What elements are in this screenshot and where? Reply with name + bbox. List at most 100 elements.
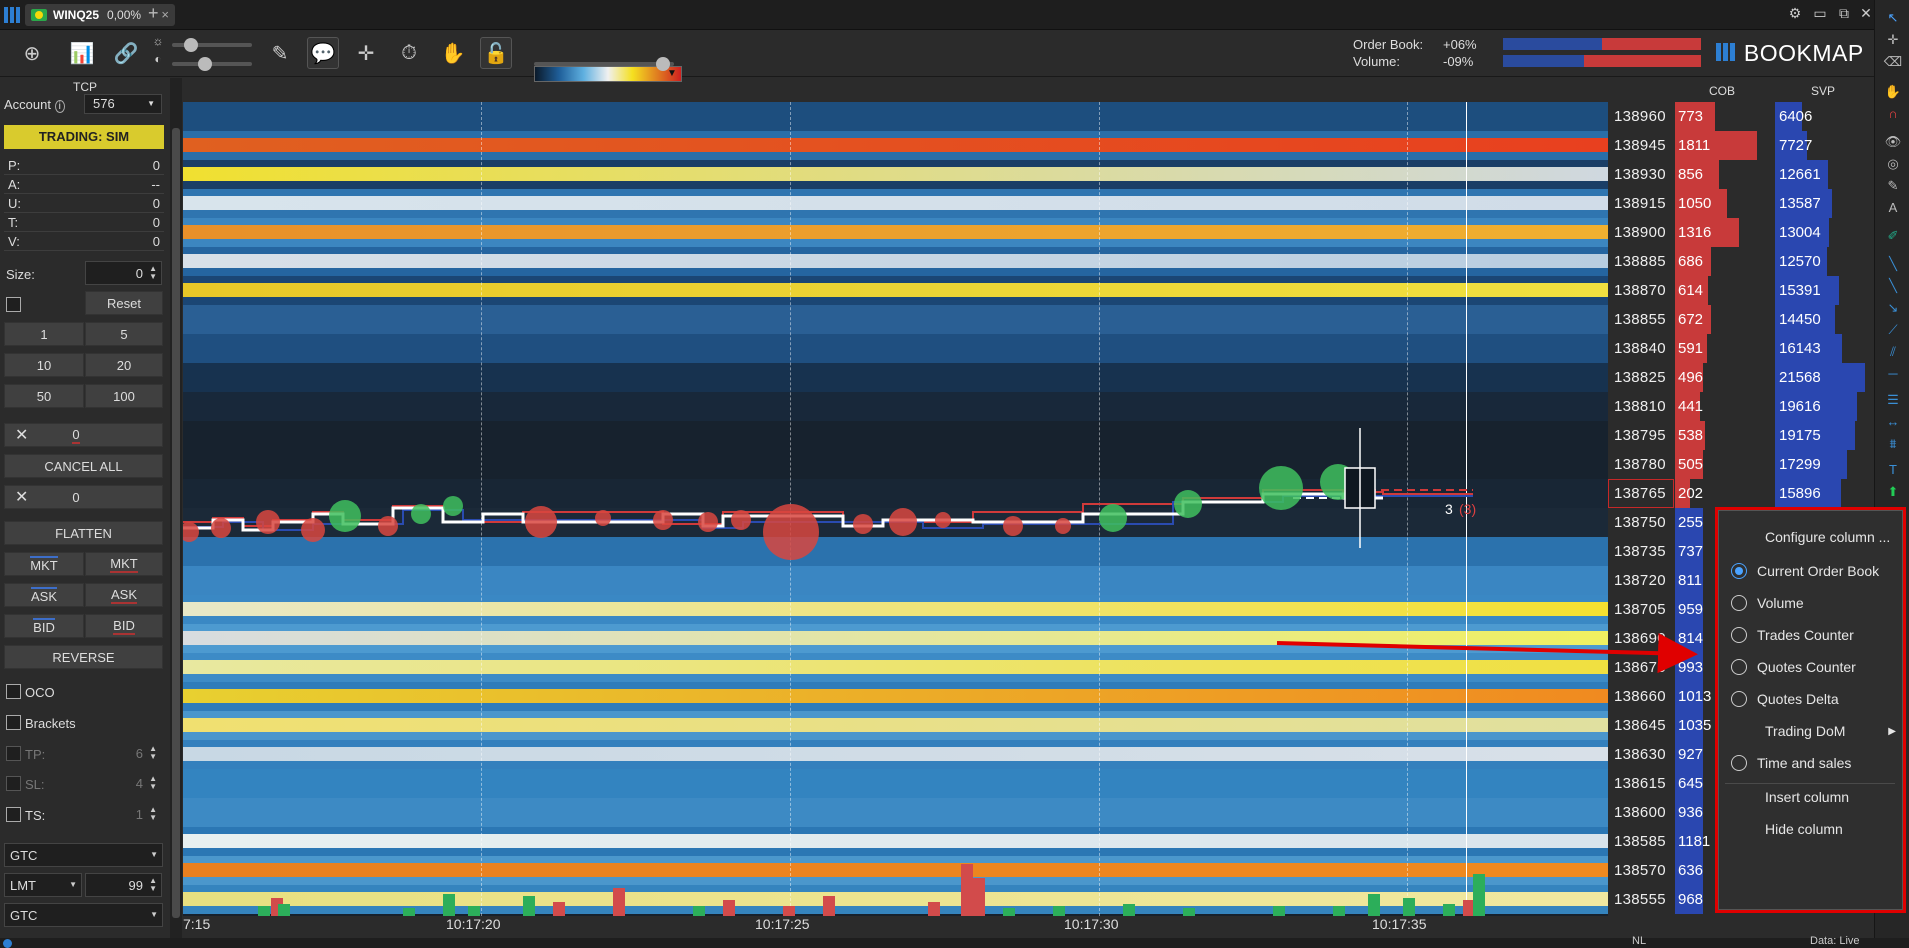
cancel-all-button[interactable]: CANCEL ALL [4, 454, 163, 478]
ladder-row[interactable]: 138825 496 21568 [1608, 363, 1873, 392]
svp-cell[interactable]: 15391 [1775, 276, 1870, 305]
cob-cell[interactable]: 1316 [1675, 218, 1757, 247]
ladder-row[interactable]: 138930 856 12661 [1608, 160, 1873, 189]
sell-ask-button[interactable]: ASK [85, 583, 163, 607]
sell-bid-button[interactable]: BID [85, 614, 163, 638]
cob-cell[interactable]: 538 [1675, 421, 1757, 450]
menu-item-current-order-book[interactable]: Current Order Book [1719, 555, 1902, 587]
hline-tool-icon[interactable]: ─ [1888, 366, 1898, 381]
ladder-row[interactable]: 138555 968 [1608, 885, 1873, 914]
ts-checkbox[interactable] [6, 807, 21, 822]
cob-cell[interactable]: 959 [1675, 595, 1757, 624]
radio-icon[interactable] [1731, 627, 1747, 643]
cob-cell[interactable]: 1013 [1675, 682, 1757, 711]
menu-item-insert-column[interactable]: Insert column [1719, 781, 1902, 813]
svp-cell[interactable]: 12661 [1775, 160, 1870, 189]
svp-cell[interactable]: 6406 [1775, 102, 1870, 131]
sl-input[interactable]: 4 ▲ ▼ [85, 771, 162, 795]
oco-checkbox[interactable] [6, 684, 21, 699]
cob-cell[interactable]: 737 [1675, 537, 1757, 566]
qty-20-button[interactable]: 20 [85, 353, 163, 377]
svp-cell[interactable]: 12570 [1775, 247, 1870, 276]
order-type-select[interactable]: LMT ▼ [4, 873, 82, 897]
info-icon[interactable] [3, 939, 12, 948]
add-widget-icon[interactable]: ⊕ [23, 42, 41, 65]
menu-item-time-and-sales[interactable]: Time and sales [1719, 747, 1902, 779]
svp-cell[interactable]: 13587 [1775, 189, 1870, 218]
cob-cell[interactable]: 202 [1675, 479, 1757, 508]
ts-input[interactable]: 1 ▲ ▼ [85, 802, 162, 826]
ladder-row[interactable]: 138795 538 19175 [1608, 421, 1873, 450]
cob-cell[interactable]: 636 [1675, 856, 1757, 885]
close-window-button[interactable]: ✕ [1860, 5, 1872, 21]
svp-cell[interactable]: 16143 [1775, 334, 1870, 363]
heatmap-palette-select[interactable] [534, 66, 682, 82]
ladder-row[interactable]: 138855 672 14450 [1608, 305, 1873, 334]
brackets-checkbox[interactable] [6, 715, 21, 730]
buy-bid-button[interactable]: BID [4, 614, 84, 638]
arrow-tool-icon[interactable]: ↘ [1887, 300, 1899, 315]
qty-5-button[interactable]: 5 [85, 322, 163, 346]
polyline-tool-icon[interactable]: ⟋ [1888, 322, 1898, 337]
cob-cell[interactable]: 614 [1675, 276, 1757, 305]
cancel-orders-row[interactable]: ✕ 0 [4, 423, 163, 447]
eye-icon[interactable]: 👁 [1884, 134, 1902, 149]
svp-cell[interactable]: 19175 [1775, 421, 1870, 450]
range-tool-icon[interactable]: ↔ [1886, 414, 1900, 429]
heatmap-chart[interactable]: 3(3) 300 [183, 102, 1608, 916]
hand-icon[interactable]: ✋ [440, 42, 466, 65]
sell-mkt-button[interactable]: MKT [85, 552, 163, 576]
tp-input[interactable]: 6 ▲ ▼ [85, 741, 162, 765]
svp-cell[interactable]: 15896 [1775, 479, 1870, 508]
menu-item-configure-column[interactable]: Configure column ... [1719, 521, 1902, 553]
ladder-row[interactable]: 138630 927 [1608, 740, 1873, 769]
settings-icon[interactable]: ⚙ [1788, 5, 1802, 21]
panel-scroll-thumb[interactable] [172, 128, 180, 918]
radio-icon[interactable] [1731, 691, 1747, 707]
cob-cell[interactable]: 672 [1675, 305, 1757, 334]
instrument-tab[interactable]: WINQ25 0,00% × [25, 4, 175, 26]
svp-cell[interactable]: 21568 [1775, 363, 1870, 392]
menu-item-trades-counter[interactable]: Trades Counter [1719, 619, 1902, 651]
line-tool-icon[interactable]: ╲ [1889, 256, 1897, 271]
edit-icon[interactable]: ✎ [1887, 178, 1899, 193]
crosshair-tool-icon[interactable]: ✛ [1887, 32, 1899, 47]
menu-item-trading-dom[interactable]: Trading DoM ▶ [1719, 715, 1902, 747]
cob-header[interactable]: COB [1709, 84, 1736, 98]
tp-checkbox[interactable] [6, 746, 21, 761]
cursor-icon[interactable]: ↖ [1887, 10, 1899, 25]
cob-cell[interactable]: 936 [1675, 798, 1757, 827]
fib-tool-icon[interactable]: ⩩ [1889, 436, 1897, 451]
cob-cell[interactable]: 927 [1675, 740, 1757, 769]
target-icon[interactable]: ◎ [1887, 156, 1899, 171]
ladder-row[interactable]: 138900 1316 13004 [1608, 218, 1873, 247]
ladder-row[interactable]: 138705 959 [1608, 595, 1873, 624]
menu-item-volume[interactable]: Volume [1719, 587, 1902, 619]
ladder-row[interactable]: 138645 1035 [1608, 711, 1873, 740]
cob-cell[interactable]: 773 [1675, 102, 1757, 131]
ladder-row[interactable]: 138765 202 15896 [1608, 479, 1873, 508]
chart-icon[interactable]: 📊 [69, 42, 95, 65]
order-qty-input[interactable]: 99 ▲ ▼ [85, 873, 162, 897]
buy-ask-button[interactable]: ASK [4, 583, 84, 607]
ladder-row[interactable]: 138750 255 [1608, 508, 1873, 537]
cob-cell[interactable]: 645 [1675, 769, 1757, 798]
qty-10-button[interactable]: 10 [4, 353, 84, 377]
ladder-row[interactable]: 138915 1050 13587 [1608, 189, 1873, 218]
ladder-row[interactable]: 138885 686 12570 [1608, 247, 1873, 276]
tif-select-1[interactable]: GTC ▼ [4, 843, 163, 867]
channel-tool-icon[interactable]: ⫽ [1890, 344, 1896, 359]
magnet-icon[interactable]: ∩ [1888, 106, 1898, 121]
ladder-row[interactable]: 138585 1181 [1608, 827, 1873, 856]
lock-icon[interactable]: 🔓 [480, 37, 512, 69]
svp-cell[interactable]: 14450 [1775, 305, 1870, 334]
ladder-row[interactable]: 138960 773 6406 [1608, 102, 1873, 131]
cob-cell[interactable]: 255 [1675, 508, 1757, 537]
flatten-button[interactable]: FLATTEN [4, 521, 163, 545]
cob-cell[interactable]: 1181 [1675, 827, 1757, 856]
stopwatch-icon[interactable]: ⏱ [401, 41, 417, 64]
contrast-slider[interactable] [172, 57, 252, 71]
reverse-button[interactable]: REVERSE [4, 645, 163, 669]
radio-icon[interactable] [1731, 755, 1747, 771]
radio-icon[interactable] [1731, 659, 1747, 675]
